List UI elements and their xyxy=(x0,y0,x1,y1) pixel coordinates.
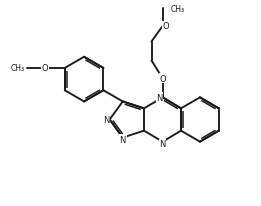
Text: CH₃: CH₃ xyxy=(171,5,185,13)
Text: CH₃: CH₃ xyxy=(11,64,25,73)
Text: N: N xyxy=(159,139,166,149)
Text: O: O xyxy=(41,64,48,73)
Text: N: N xyxy=(120,135,126,144)
Text: N: N xyxy=(103,115,110,124)
Text: O: O xyxy=(162,22,169,31)
Text: O: O xyxy=(159,75,166,83)
Text: N: N xyxy=(157,93,163,102)
